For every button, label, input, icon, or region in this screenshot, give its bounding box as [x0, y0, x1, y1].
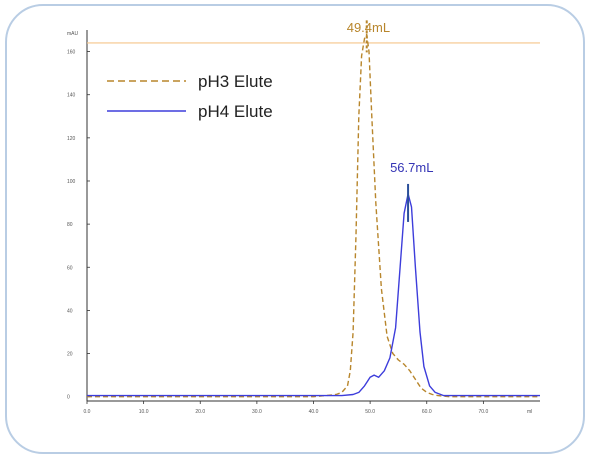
- x-ticks: 0.0 10.0 20.0 30.0 40.0 50.0 60.0 70.0: [84, 401, 489, 415]
- y-tick-label: 20: [67, 352, 73, 358]
- series-layer: [87, 33, 540, 398]
- x-unit-label: ml: [527, 409, 532, 415]
- x-tick-label: 10.0: [139, 409, 149, 415]
- x-tick-label: 70.0: [479, 409, 489, 415]
- y-tick-label: 160: [67, 50, 76, 56]
- y-tick-label: 140: [67, 93, 76, 99]
- y-tick-label: 60: [67, 265, 73, 271]
- series-line-ph3: [87, 33, 540, 398]
- peak-annotations: 49.4mL 56.7mL: [347, 20, 433, 222]
- y-tick-label: 120: [67, 136, 76, 142]
- y-tick-label: 80: [67, 222, 73, 228]
- y-tick-label: 100: [67, 179, 76, 185]
- y-tick-label: 40: [67, 308, 73, 314]
- x-tick-label: 0.0: [84, 409, 91, 415]
- series-line-ph4: [87, 193, 540, 397]
- x-tick-label: 60.0: [422, 409, 432, 415]
- x-tick-label: 40.0: [309, 409, 319, 415]
- x-tick-label: 20.0: [195, 409, 205, 415]
- legend: pH3 Elute pH4 Elute: [107, 72, 273, 121]
- legend-label-ph3: pH3 Elute: [198, 72, 273, 91]
- peak-label-ph3: 49.4mL: [347, 20, 390, 35]
- x-tick-label: 50.0: [365, 409, 375, 415]
- x-tick-label: 30.0: [252, 409, 262, 415]
- legend-label-ph4: pH4 Elute: [198, 102, 273, 121]
- y-unit-label: mAU: [67, 31, 79, 37]
- chart-frame: [5, 4, 585, 454]
- y-tick-label: 0: [67, 395, 70, 401]
- y-ticks: 0 20 40 60 80 100 120 140 160: [67, 50, 90, 401]
- peak-label-ph4: 56.7mL: [390, 160, 433, 175]
